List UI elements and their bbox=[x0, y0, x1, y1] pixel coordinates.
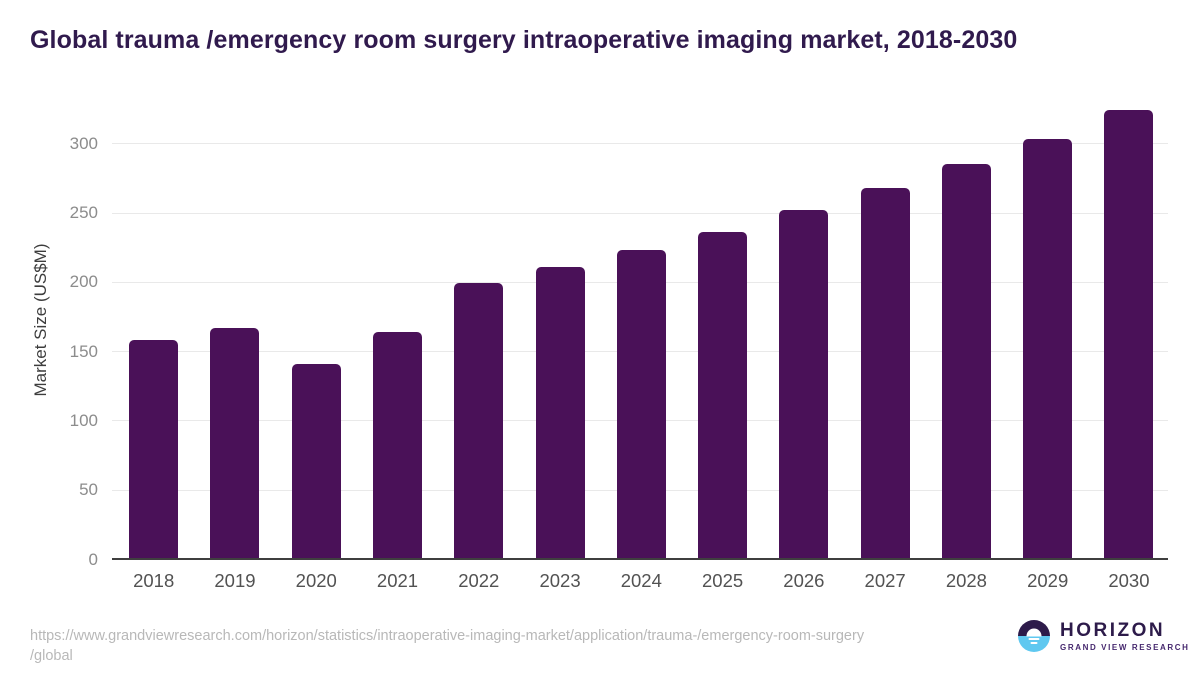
bar-2020 bbox=[291, 363, 341, 559]
bar-2022 bbox=[454, 283, 504, 559]
bar-2030 bbox=[1104, 109, 1154, 559]
x-tick-label-2023: 2023 bbox=[539, 570, 581, 591]
bar-2023 bbox=[535, 266, 585, 559]
bar-2018 bbox=[129, 340, 179, 559]
y-tick-label-50: 50 bbox=[79, 480, 98, 500]
y-tick-label-250: 250 bbox=[69, 203, 98, 222]
x-tick-label-2022: 2022 bbox=[458, 570, 500, 591]
logo-subtitle: GRAND VIEW RESEARCH bbox=[1060, 642, 1190, 652]
source-url-line1: https://www.grandviewresearch.com/horizo… bbox=[30, 628, 865, 644]
logo-text: HORIZON GRAND VIEW RESEARCH bbox=[1060, 619, 1190, 652]
chart-title: Global trauma /emergency room surgery in… bbox=[30, 26, 1018, 54]
x-tick-label-2024: 2024 bbox=[620, 570, 662, 591]
bar-2027 bbox=[860, 187, 910, 559]
y-tick-label-200: 200 bbox=[69, 272, 98, 292]
y-tick-label-100: 100 bbox=[69, 410, 98, 430]
x-tick-label-2030: 2030 bbox=[1108, 570, 1150, 591]
x-tick-label-2026: 2026 bbox=[783, 570, 825, 591]
horizon-logo-icon bbox=[1018, 620, 1050, 652]
source-url: https://www.grandviewresearch.com/horizo… bbox=[30, 626, 864, 666]
gridline-250 bbox=[112, 212, 1168, 214]
x-tick-label-2020: 2020 bbox=[295, 570, 337, 591]
x-tick-label-2021: 2021 bbox=[376, 570, 419, 591]
logo-name: HORIZON bbox=[1060, 619, 1166, 641]
x-tick-label-2025: 2025 bbox=[702, 570, 744, 591]
bar-2024 bbox=[616, 249, 666, 559]
bar-2025 bbox=[698, 231, 748, 559]
bar-2019 bbox=[210, 327, 260, 559]
x-tick-label-2019: 2019 bbox=[214, 570, 256, 591]
x-tick-label-2027: 2027 bbox=[864, 570, 906, 591]
gridline-300 bbox=[112, 143, 1168, 145]
horizon-logo: HORIZON GRAND VIEW RESEARCH bbox=[1018, 620, 1190, 652]
source-url-line2: /global bbox=[30, 648, 73, 664]
y-axis-title: Market Size (US$M) bbox=[31, 243, 50, 397]
y-tick-label-150: 150 bbox=[69, 341, 98, 361]
y-tick-label-300: 300 bbox=[69, 133, 98, 153]
x-tick-label-2018: 2018 bbox=[133, 570, 175, 591]
x-tick-label-2028: 2028 bbox=[945, 570, 987, 591]
x-tick-label-2029: 2029 bbox=[1027, 570, 1069, 591]
x-axis-line bbox=[112, 558, 1168, 560]
sun-horizon-icon bbox=[1026, 628, 1042, 636]
bar-2028 bbox=[941, 163, 991, 559]
bar-2021 bbox=[373, 331, 422, 559]
bar-2029 bbox=[1023, 139, 1073, 559]
bar-2026 bbox=[779, 209, 829, 559]
y-tick-label-0: 0 bbox=[88, 549, 98, 569]
